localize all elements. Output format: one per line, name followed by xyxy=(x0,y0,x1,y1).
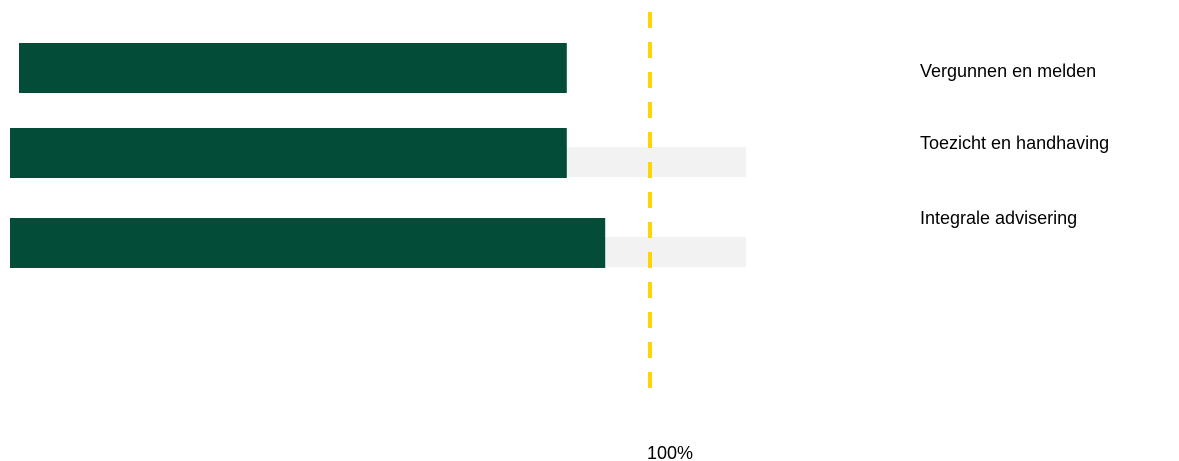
category-label: Integrale advisering xyxy=(920,208,1077,228)
category-label: Toezicht en handhaving xyxy=(920,133,1109,153)
primary-bar xyxy=(10,218,606,268)
primary-bars xyxy=(10,43,606,268)
primary-bar xyxy=(10,128,567,178)
category-labels: Vergunnen en melden Toezicht en handhavin… xyxy=(920,61,1109,228)
primary-bar xyxy=(19,43,567,93)
category-label: Vergunnen en melden xyxy=(920,61,1096,81)
reference-line-label: 100% xyxy=(647,443,693,461)
